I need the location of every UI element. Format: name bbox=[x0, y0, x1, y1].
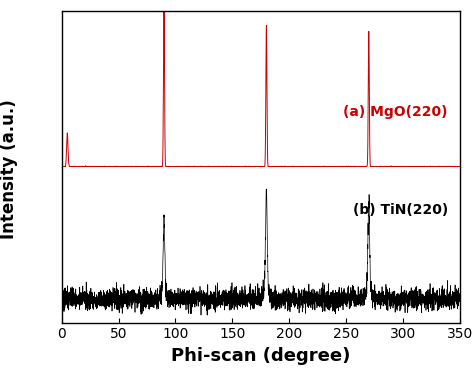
Text: (b) TiN(220): (b) TiN(220) bbox=[353, 204, 448, 218]
X-axis label: Phi-scan (degree): Phi-scan (degree) bbox=[171, 347, 350, 365]
Text: (a) MgO(220): (a) MgO(220) bbox=[343, 105, 448, 119]
Text: Intensity (a.u.): Intensity (a.u.) bbox=[0, 99, 18, 238]
